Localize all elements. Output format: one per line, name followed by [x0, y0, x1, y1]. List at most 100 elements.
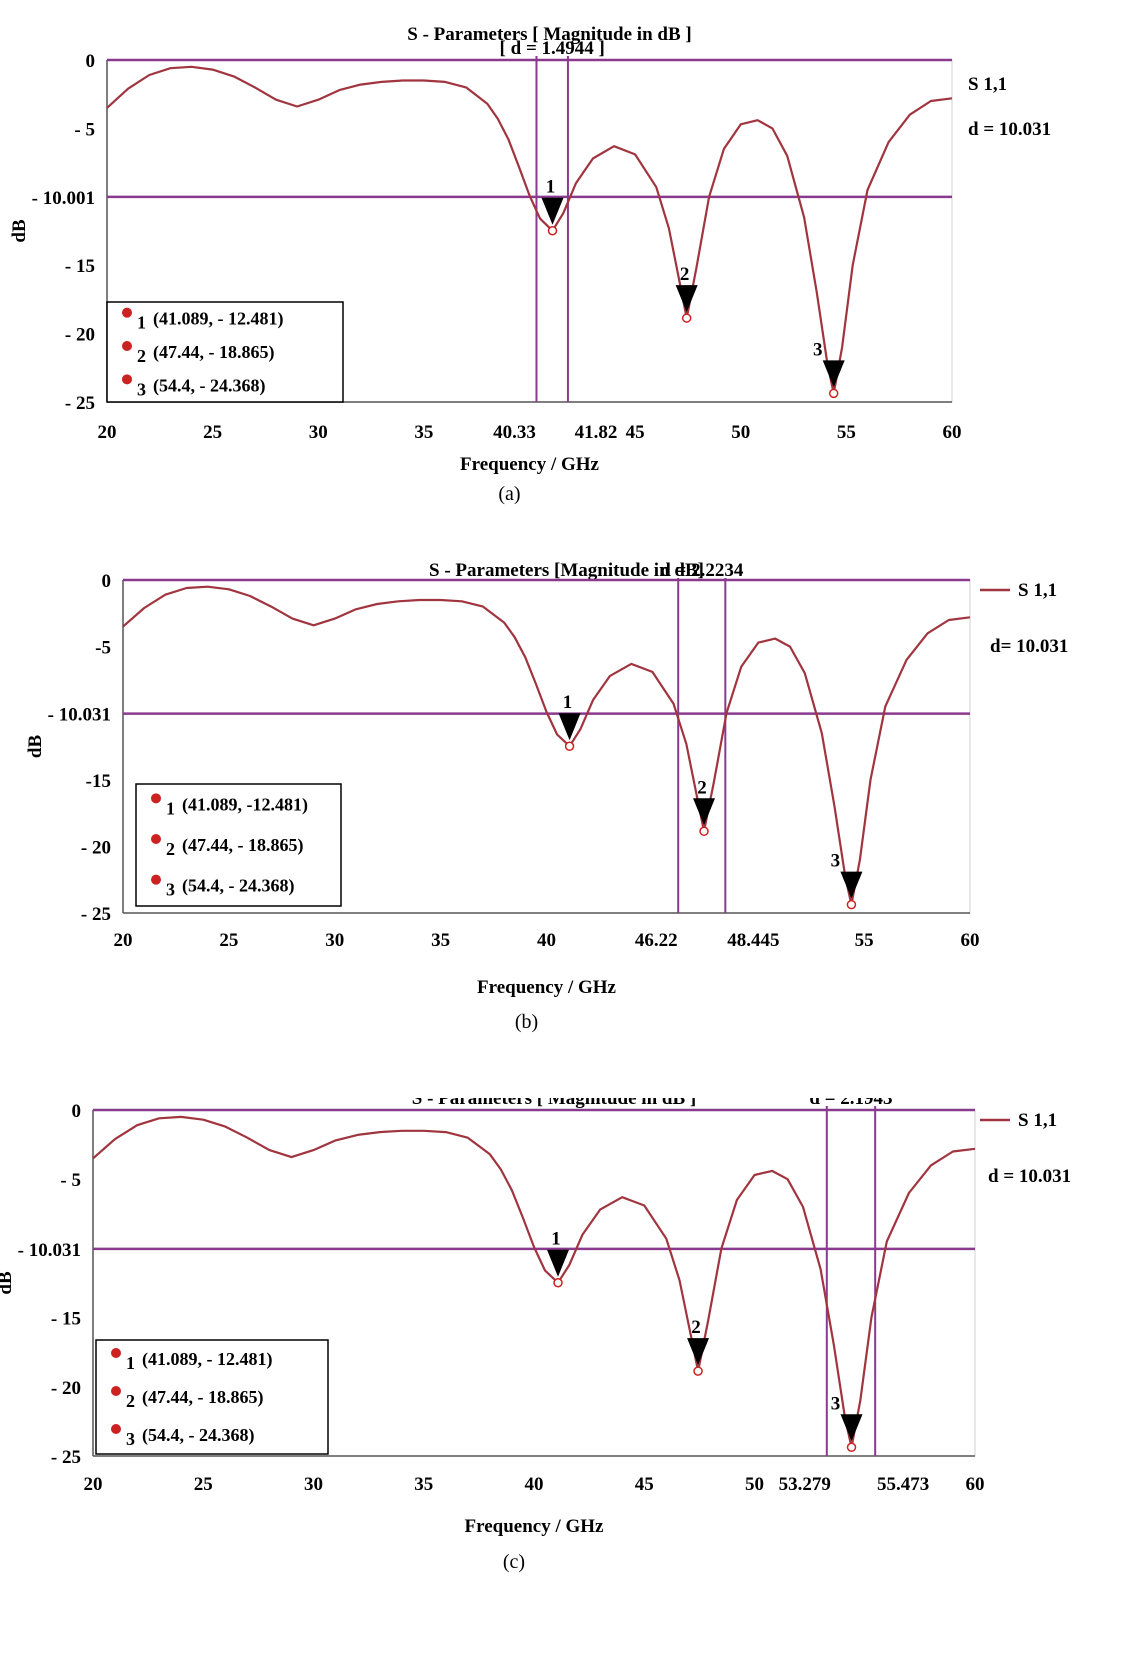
- x-tick-label: 55: [837, 422, 856, 443]
- y-tick-label: - 20: [65, 325, 95, 346]
- marker-number: 3: [831, 851, 841, 872]
- y-tick-label: -15: [86, 771, 111, 792]
- marker-triangle: [558, 713, 581, 741]
- marker-triangle: [840, 871, 863, 899]
- chart-title: S - Parameters [ Magnitude in dB ]: [412, 1098, 696, 1109]
- y-tick-label: 0: [72, 1101, 82, 1122]
- marker-triangle: [687, 1338, 710, 1366]
- marker-legend-box: [106, 301, 344, 403]
- x-tick-label: 25: [203, 422, 222, 443]
- y-tick-label: 0: [102, 571, 112, 592]
- x-tick-label: 20: [114, 930, 133, 951]
- marker-legend-box: [95, 1339, 329, 1455]
- marker-triangle: [541, 197, 564, 225]
- x-tick-label: 40: [525, 1474, 544, 1495]
- marker-triangle: [693, 798, 716, 826]
- x-tick-label: 35: [414, 1474, 433, 1495]
- bandwidth-x2-label: 55.473: [877, 1474, 929, 1495]
- legend-marker-coords: (41.089, - 12.481): [153, 309, 283, 330]
- legend-marker-id: 2: [137, 346, 146, 366]
- legend-marker-id: 1: [166, 798, 175, 818]
- x-tick-label: 40: [537, 930, 556, 951]
- x-tick-label: 55: [855, 930, 874, 951]
- legend-marker-id: 2: [166, 839, 175, 859]
- impedance-bandwidth-label: d = 10.031: [968, 119, 1051, 140]
- bandwidth-x1-label: 53.279: [779, 1474, 831, 1495]
- legend-dot: [111, 1386, 121, 1396]
- marker-triangle: [675, 285, 698, 313]
- y-tick-label: - 15: [51, 1309, 81, 1330]
- x-tick-label: 60: [943, 422, 962, 443]
- x-axis-title: Frequency / GHz: [460, 454, 600, 475]
- figure-caption: (a): [498, 483, 520, 505]
- x-tick-label: 20: [84, 1474, 103, 1495]
- legend-marker-coords: (54.4, - 24.368): [182, 876, 294, 897]
- series-legend-label: S 1,1: [968, 74, 1007, 95]
- bandwidth-x2-label: 41.82: [575, 422, 618, 443]
- legend-marker-coords: (47.44, - 18.865): [142, 1387, 263, 1408]
- legend-marker-coords: (41.089, -12.481): [182, 794, 308, 815]
- legend-marker-id: 3: [137, 379, 146, 399]
- x-tick-label: 35: [414, 422, 433, 443]
- y-axis-title: dB: [0, 1271, 16, 1295]
- series-legend-label: S 1,1: [1018, 580, 1057, 601]
- legend-marker-id: 1: [137, 313, 146, 333]
- x-tick-label: 45: [626, 422, 645, 443]
- chart-title: S - Parameters [ Magnitude in dB ]: [407, 24, 691, 45]
- bandwidth-x1-label: 40.33: [493, 422, 536, 443]
- x-tick-label: 30: [304, 1474, 323, 1495]
- y-tick-label: - 25: [81, 904, 111, 925]
- marker-point: [553, 1277, 563, 1288]
- y-tick-label: - 10.031: [48, 705, 111, 726]
- marker-number: 2: [697, 777, 707, 798]
- legend-dot: [151, 834, 161, 844]
- figure-caption: (c): [503, 1551, 525, 1573]
- bandwidth-x2-label: 48.445: [727, 930, 779, 951]
- y-tick-label: -5: [95, 638, 111, 659]
- impedance-bandwidth-label: d = 10.031: [988, 1166, 1071, 1187]
- marker-point: [846, 1442, 857, 1453]
- legend-marker-coords: (47.44, - 18.865): [153, 342, 274, 363]
- bandwidth-label: [ d = 1.4944 ]: [500, 38, 605, 59]
- marker-number: 3: [813, 339, 823, 360]
- marker-number: 1: [546, 177, 556, 198]
- y-tick-label: - 10.001: [32, 188, 95, 209]
- chart-panel-b: S - Parameters [Magnitude in dB]d = 2.22…: [25, 560, 1068, 1033]
- legend-marker-coords: (54.4, - 24.368): [153, 375, 265, 396]
- x-tick-label: 25: [219, 930, 238, 951]
- x-tick-label: 35: [431, 930, 450, 951]
- y-tick-label: - 5: [60, 1170, 81, 1191]
- y-axis-title: dB: [9, 219, 30, 243]
- y-tick-label: - 10.031: [18, 1240, 81, 1261]
- s11-curve: [106, 65, 953, 395]
- marker-number: 1: [551, 1229, 561, 1250]
- bandwidth-label: d = 2.2234: [660, 560, 744, 581]
- marker-point: [693, 1366, 703, 1376]
- marker-point: [547, 225, 558, 236]
- marker-number: 1: [563, 692, 573, 713]
- y-tick-label: - 25: [51, 1447, 81, 1468]
- legend-marker-coords: (54.4, - 24.368): [142, 1425, 254, 1446]
- marker-point: [828, 388, 839, 399]
- bandwidth-x1-label: 46.22: [635, 930, 678, 951]
- chart-title: S - Parameters [Magnitude in dB]: [429, 560, 704, 581]
- figure-caption: (b): [515, 1011, 538, 1033]
- y-tick-label: - 25: [65, 393, 95, 414]
- x-tick-label: 60: [961, 930, 980, 951]
- chart-panel-a: S - Parameters [ Magnitude in dB ][ d = …: [9, 24, 1051, 505]
- y-tick-label: 0: [86, 51, 96, 72]
- x-tick-label: 25: [194, 1474, 213, 1495]
- marker-point: [699, 826, 709, 837]
- x-axis-title: Frequency / GHz: [477, 977, 617, 998]
- x-tick-label: 45: [635, 1474, 654, 1495]
- x-tick-label: 50: [745, 1474, 764, 1495]
- x-tick-label: 20: [98, 422, 117, 443]
- legend-marker-id: 2: [126, 1391, 135, 1411]
- y-tick-label: - 20: [81, 837, 111, 858]
- y-tick-label: - 15: [65, 256, 95, 277]
- x-tick-label: 50: [731, 422, 750, 443]
- marker-number: 2: [680, 264, 690, 285]
- y-tick-label: - 5: [74, 119, 95, 140]
- marker-number: 3: [831, 1393, 841, 1414]
- legend-dot: [122, 307, 132, 318]
